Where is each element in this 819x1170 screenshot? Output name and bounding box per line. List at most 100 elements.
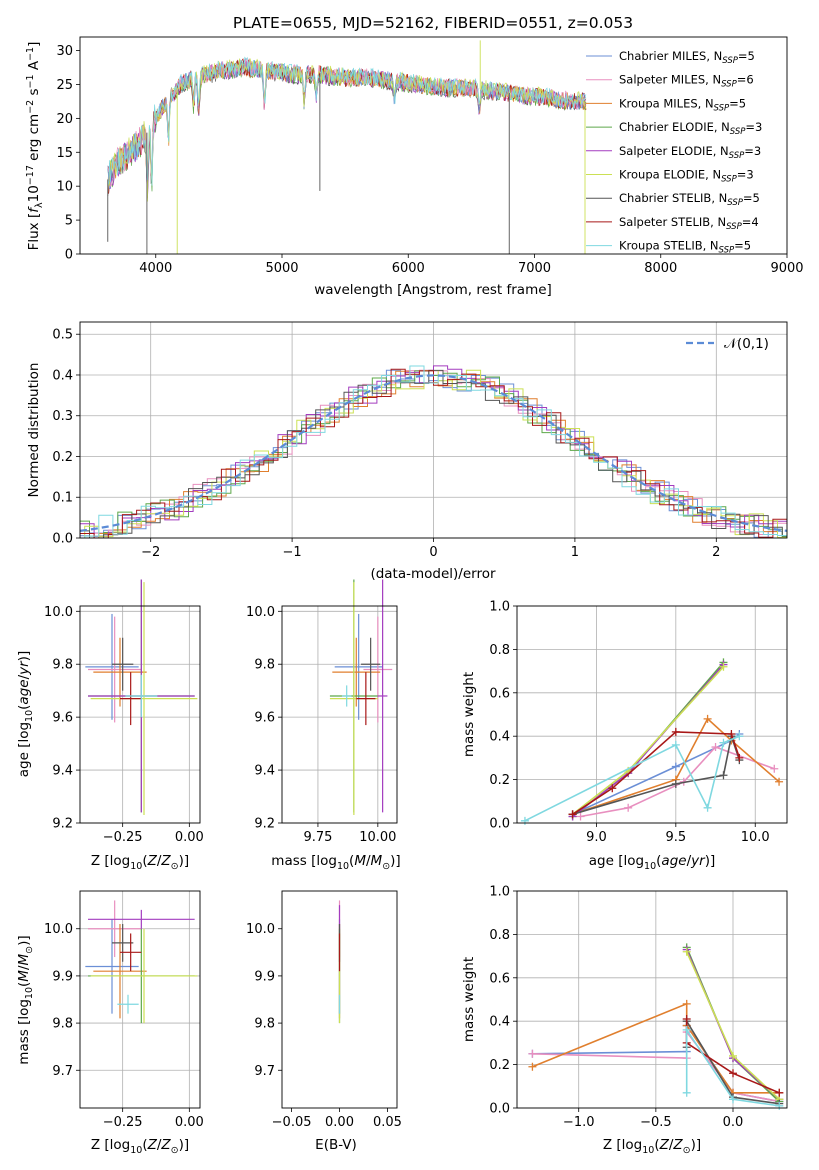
axes-frame — [79, 321, 788, 539]
mass-weight-line-salpeter_miles — [580, 746, 775, 818]
x-tick-label: −1.0 — [563, 1115, 595, 1130]
legend-label-kroupa_stelib: Kroupa STELIB, NSSP=5 — [619, 239, 751, 256]
mass-weight-marker-salpeter_miles — [624, 803, 633, 812]
x-tick-label: −1 — [283, 545, 302, 560]
mass-weight-marker-salpeter_stelib — [729, 1069, 737, 1078]
spectrum-axes — [76, 50, 788, 258]
normal-curve — [79, 374, 788, 532]
x-tick-label: 2 — [712, 545, 720, 560]
page-title: PLATE=0655, MJD=52162, FIBERID=0551, z=0… — [233, 14, 633, 32]
y-tick-label: 0.0 — [52, 532, 73, 547]
y-tick-label: 9.9 — [52, 969, 73, 984]
mass-weight-marker-kroupa_stelib — [729, 1095, 737, 1104]
y-tick-label: 1.0 — [489, 885, 510, 900]
x-tick-label: 6000 — [392, 261, 425, 276]
age-vs-mass-axes — [278, 606, 397, 827]
histogram-step-salpeter_stelib — [80, 368, 787, 538]
spectrum-line-kroupa_stelib — [107, 56, 587, 186]
y-tick-label: 20 — [56, 112, 73, 127]
y-axis-label: mass weight — [461, 957, 477, 1042]
y-tick-label: 0.2 — [489, 773, 510, 788]
x-tick-label: 5000 — [265, 261, 298, 276]
y-axis-label: Normed distribution — [26, 363, 42, 498]
y-tick-label: 0.4 — [52, 368, 73, 383]
residual-axes — [76, 322, 787, 542]
mass-weight-marker-kroupa_stelib — [671, 740, 680, 749]
histogram-step-kroupa_elodie — [80, 369, 787, 538]
x-tick-label: 9.5 — [665, 830, 686, 845]
mass-vs-extinction-axes — [278, 928, 388, 1112]
legend-label-chabrier_elodie: Chabrier ELODIE, NSSP=3 — [619, 120, 762, 137]
mass-weight-marker-kroupa_stelib — [682, 1088, 691, 1097]
mass-weight-line-chabrier_miles — [572, 733, 740, 816]
axes-frame — [516, 890, 788, 1109]
x-tick-label: 4000 — [139, 261, 172, 276]
mass-vs-metallicity-axes — [76, 891, 200, 1112]
y-tick-label: 0.8 — [489, 643, 510, 658]
mass-weight-vs-age-axes — [513, 605, 787, 827]
x-tick-label: 1 — [571, 545, 579, 560]
y-tick-label: 0.1 — [52, 491, 73, 506]
age-vs-metallicity-axes — [76, 606, 200, 827]
y-tick-label: 9.9 — [254, 969, 275, 984]
mass-weight-marker-salpeter_miles — [770, 764, 779, 773]
y-tick-label: 9.8 — [254, 658, 275, 673]
histogram-step-kroupa_stelib — [80, 365, 787, 538]
legend-label-kroupa_elodie: Kroupa ELODIE, NSSP=3 — [619, 168, 754, 185]
y-tick-label: 0.4 — [489, 730, 510, 745]
y-tick-label: 9.2 — [254, 817, 275, 832]
mass-weight-marker-kroupa_elodie — [719, 662, 728, 671]
mass-weight-marker-salpeter_stelib — [682, 1015, 691, 1024]
mass-weight-marker-chabrier_stelib — [719, 771, 728, 780]
x-axis-label: Z [log10(Z/Z⊙)] — [91, 853, 189, 872]
legend-label-salpeter_miles: Salpeter MILES, NSSP=6 — [619, 73, 754, 90]
y-tick-label: 10.0 — [44, 605, 73, 620]
mass-weight-marker-kroupa_miles — [775, 777, 784, 786]
y-tick-label: 0.4 — [489, 1015, 510, 1030]
y-tick-label: 10.0 — [44, 922, 73, 937]
x-tick-label: 8000 — [644, 261, 677, 276]
x-tick-label: 0.00 — [175, 1115, 204, 1130]
histogram-step-chabrier_stelib — [80, 369, 787, 538]
legend-label-kroupa_miles: Kroupa MILES, NSSP=5 — [619, 96, 746, 113]
mass-weight-marker-kroupa_elodie — [682, 947, 691, 956]
x-tick-label: 7000 — [518, 261, 551, 276]
y-tick-label: 0.8 — [489, 928, 510, 943]
mass-weight-marker-kroupa_stelib — [719, 738, 728, 747]
y-tick-label: 1.0 — [489, 600, 510, 615]
histogram-step-kroupa_miles — [80, 370, 787, 538]
x-tick-label: −0.05 — [272, 1115, 312, 1130]
mass-weight-marker-salpeter_miles — [576, 812, 585, 821]
x-tick-label: −0.25 — [103, 1115, 143, 1130]
y-tick-label: 9.6 — [52, 711, 73, 726]
y-axis-label: mass weight — [461, 672, 477, 757]
mass-weight-marker-kroupa_elodie — [729, 1051, 737, 1060]
y-tick-label: 15 — [56, 146, 73, 161]
y-tick-label: 9.4 — [52, 764, 73, 779]
mass-weight-marker-salpeter_miles — [711, 743, 720, 752]
x-tick-label: 0 — [429, 545, 437, 560]
legend-label-chabrier_miles: Chabrier MILES, NSSP=5 — [619, 49, 755, 66]
axes-frame — [79, 605, 201, 824]
x-tick-label: 10.0 — [741, 830, 770, 845]
y-tick-label: 0.5 — [52, 328, 73, 343]
legend-label-salpeter_stelib: Salpeter STELIB, NSSP=4 — [619, 215, 759, 232]
y-tick-label: 9.6 — [254, 711, 275, 726]
y-tick-label: 9.8 — [52, 1017, 73, 1032]
y-tick-label: 0.6 — [489, 686, 510, 701]
axes-frame — [79, 36, 788, 255]
y-tick-label: 0.0 — [489, 1102, 510, 1117]
x-tick-label: 9000 — [770, 261, 803, 276]
mass-weight-marker-salpeter_stelib — [727, 730, 736, 739]
x-axis-label: E(B-V) — [315, 1137, 357, 1153]
y-tick-label: 9.7 — [254, 1064, 275, 1079]
x-tick-label: 9.75 — [303, 830, 332, 845]
mass-weight-marker-kroupa_miles — [682, 999, 691, 1008]
y-axis-label: Flux [fλ10−17 erg cm−2 s−1 A−1] — [25, 42, 45, 251]
y-tick-label: 0.6 — [489, 971, 510, 986]
x-tick-label: 0.00 — [175, 830, 204, 845]
y-tick-label: 9.8 — [254, 1017, 275, 1032]
y-tick-label: 10 — [56, 180, 73, 195]
x-tick-label: 9.0 — [586, 830, 607, 845]
